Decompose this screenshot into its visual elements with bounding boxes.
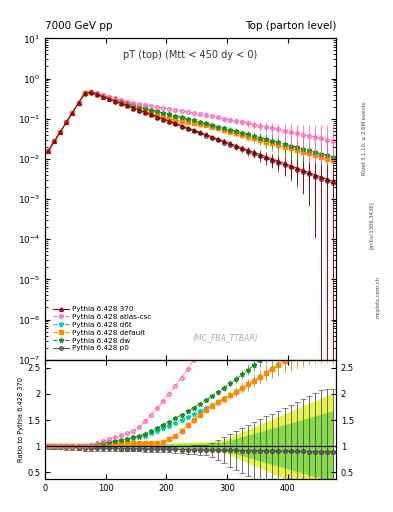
- Text: [arXiv:1306.3436]: [arXiv:1306.3436]: [369, 201, 374, 249]
- Text: pT (top) (Mtt < 450 dy < 0): pT (top) (Mtt < 450 dy < 0): [123, 50, 258, 59]
- Y-axis label: Ratio to Pythia 6.428 370: Ratio to Pythia 6.428 370: [18, 377, 24, 462]
- Text: Rivet 3.1.10, ≥ 2.6M events: Rivet 3.1.10, ≥ 2.6M events: [362, 101, 367, 175]
- Text: Top (parton level): Top (parton level): [244, 20, 336, 31]
- Text: (MC_FBA_TTBAR): (MC_FBA_TTBAR): [193, 333, 258, 343]
- Legend: Pythia 6.428 370, Pythia 6.428 atlas-csc, Pythia 6.428 d6t, Pythia 6.428 default: Pythia 6.428 370, Pythia 6.428 atlas-csc…: [52, 305, 153, 353]
- Text: mcplots.cern.ch: mcplots.cern.ch: [376, 276, 380, 318]
- Text: 7000 GeV pp: 7000 GeV pp: [45, 20, 113, 31]
